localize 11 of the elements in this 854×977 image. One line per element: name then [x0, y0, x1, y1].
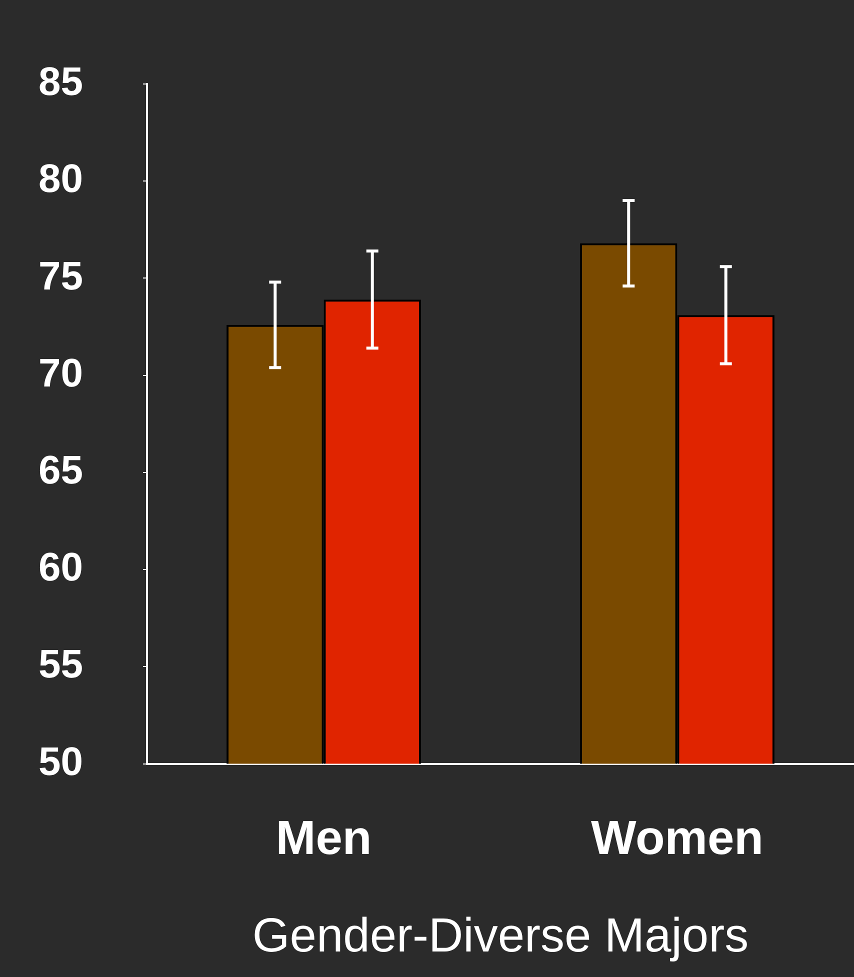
y-tick-label: 65	[38, 448, 83, 492]
x-axis-title: Gender-Diverse Majors	[252, 909, 749, 962]
y-tick-label: 75	[38, 254, 83, 298]
y-tick-label: 55	[38, 642, 83, 687]
x-tick-label: Women	[591, 812, 764, 865]
y-tick-label: 60	[38, 546, 83, 590]
y-tick-label: 70	[38, 351, 83, 396]
y-tick-label: 50	[38, 740, 83, 784]
y-tick-label: 80	[38, 157, 83, 202]
y-tick-label: 85	[38, 60, 83, 104]
x-tick-label: Men	[276, 812, 372, 865]
